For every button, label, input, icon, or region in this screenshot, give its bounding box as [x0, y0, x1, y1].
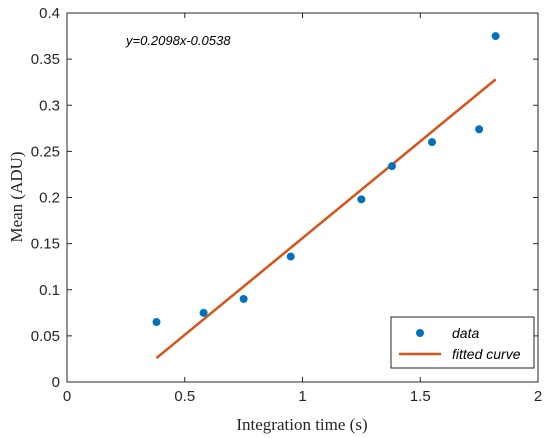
data-point	[199, 308, 208, 317]
y-axis-title: Mean (ADU)	[7, 151, 26, 242]
data-points-layer	[152, 32, 500, 327]
fitted-curve-layer	[155, 78, 497, 360]
x-tick-label: 1	[298, 388, 306, 405]
x-tick-label: 0	[63, 388, 71, 405]
fitted-curve-line	[155, 78, 497, 360]
y-tick-label: 0	[52, 374, 60, 391]
x-tick-label: 2	[534, 388, 542, 405]
x-axis: 0 0.5 1 1.5 2	[63, 13, 542, 405]
data-point	[428, 138, 437, 147]
x-axis-title: Integration time (s)	[236, 415, 367, 434]
y-tick-label: 0.1	[39, 282, 60, 299]
legend-box	[390, 316, 535, 369]
data-point	[239, 294, 248, 303]
legend-fit-label: fitted curve	[452, 346, 521, 362]
legend-data-label: data	[452, 325, 479, 341]
y-tick-label: 0.3	[39, 97, 60, 114]
data-point	[387, 162, 396, 171]
y-tick-label: 0.15	[31, 236, 60, 253]
fit-equation-annotation: y=0.2098x-0.0538	[125, 33, 231, 48]
y-tick-label: 0.05	[31, 328, 60, 345]
y-tick-label: 0.2	[39, 190, 60, 207]
data-point	[286, 252, 295, 261]
y-axis: 0 0.05 0.1 0.15 0.2 0.25 0.3 0.35 0.4	[31, 5, 538, 391]
data-point	[491, 32, 500, 41]
y-tick-label: 0.35	[31, 51, 60, 68]
data-point	[357, 195, 366, 204]
x-tick-label: 0.5	[174, 388, 195, 405]
data-point	[475, 125, 484, 134]
data-point	[152, 318, 161, 327]
y-tick-label: 0.25	[31, 143, 60, 160]
y-tick-label: 0.4	[39, 5, 60, 22]
x-tick-label: 1.5	[410, 388, 431, 405]
legend-data-marker	[416, 329, 424, 337]
legend: data fitted curve	[390, 316, 535, 369]
